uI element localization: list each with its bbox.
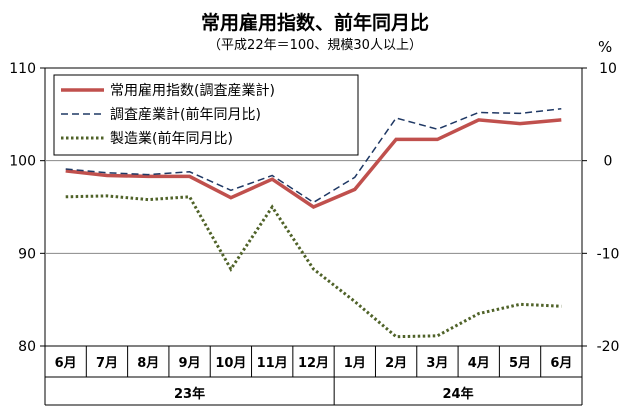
legend-label-3: 製造業(前年同月比) (110, 130, 233, 147)
x-tick-label: 6月 (550, 356, 572, 371)
x-tick-label: 8月 (137, 356, 159, 371)
left-tick-label: 110 (9, 61, 36, 77)
x-tick-label: 11月 (257, 356, 288, 371)
left-tick-label: 80 (18, 339, 36, 355)
x-tick-label: 10月 (215, 356, 246, 371)
right-axis-unit: % (598, 38, 613, 56)
year-label: 23年 (174, 386, 205, 402)
series-line-2 (65, 108, 562, 204)
year-label: 24年 (443, 386, 474, 402)
chart-title: 常用雇用指数、前年同月比 (200, 12, 429, 34)
x-tick-label: 2月 (385, 356, 407, 371)
right-tick-label: -10 (597, 246, 620, 262)
left-tick-label: 100 (9, 154, 36, 170)
left-tick-label: 90 (18, 246, 36, 262)
series-line-1 (65, 118, 562, 209)
x-tick-label: 6月 (55, 356, 77, 371)
legend-label-2: 調査産業計(前年同月比) (110, 106, 261, 123)
x-tick-label: 12月 (298, 356, 329, 371)
x-tick-label: 1月 (344, 356, 366, 371)
x-tick-label: 4月 (468, 356, 490, 371)
chart-subtitle: （平成22年＝100、規模30人以上） (208, 38, 422, 53)
x-tick-label: 3月 (426, 356, 448, 371)
legend-box (53, 74, 359, 156)
x-tick-label: 9月 (179, 356, 201, 371)
right-tick-label: -20 (597, 339, 620, 355)
x-tick-label: 7月 (96, 356, 118, 371)
legend-label-1: 常用雇用指数(調査産業計) (110, 82, 275, 99)
x-tick-label: 5月 (509, 356, 531, 371)
series-line-3 (65, 194, 562, 339)
right-tick-label: 10 (599, 61, 617, 77)
right-tick-label: 0 (604, 154, 613, 170)
